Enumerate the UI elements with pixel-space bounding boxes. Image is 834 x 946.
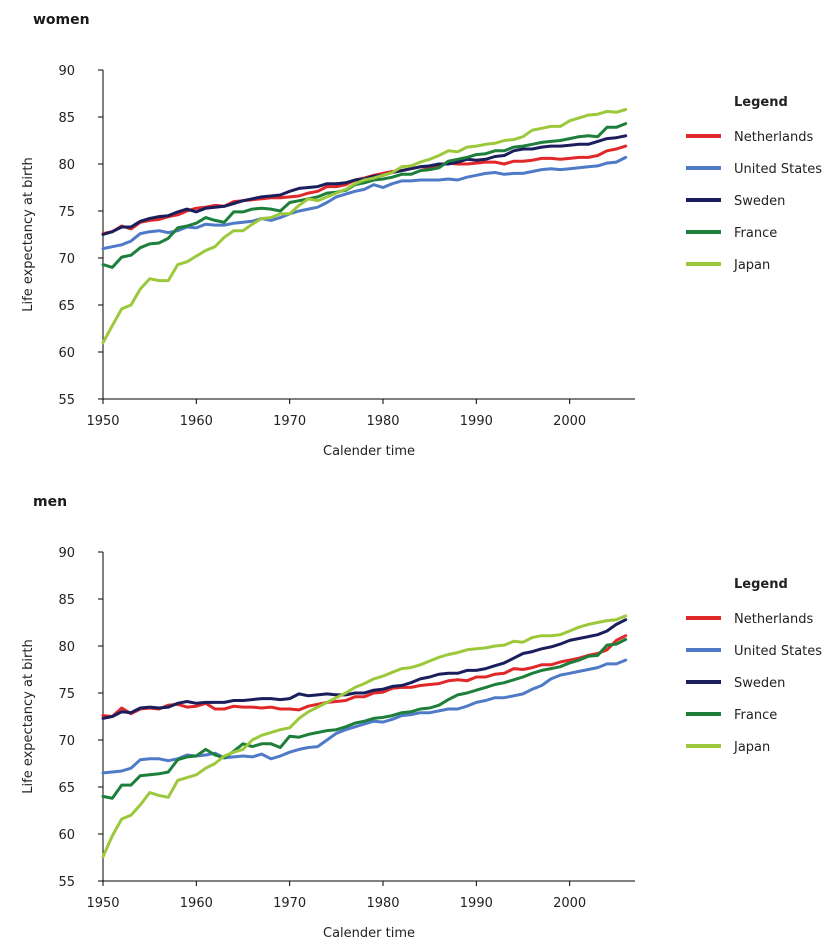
y-tick-label: 85 <box>58 111 75 126</box>
x-tick-label: 1990 <box>460 414 493 429</box>
x-tick-label: 1990 <box>460 896 493 911</box>
y-tick-label: 90 <box>58 546 75 561</box>
chart-title-women: women <box>33 12 90 28</box>
men-chart-svg: 55 60 65 70 75 80 85 90 1950 1960 1970 1980 1990 2000… <box>21 546 822 941</box>
men-chart-panel: men 55 60 65 70 75 80 85 90 1950 1960 1970 1980 1990… <box>0 482 834 946</box>
x-axis-title: Calender time <box>323 926 415 941</box>
legend-label-united-states: United States <box>734 644 822 659</box>
women-chart-svg: 55 60 65 70 75 80 85 90 1950 1960 1970 1980 1990 2000… <box>21 64 822 459</box>
legend-label-japan: Japan <box>733 740 770 755</box>
x-tick-label: 1980 <box>366 896 399 911</box>
series-line-sweden <box>101 134 628 236</box>
series-line-united-states <box>101 155 628 251</box>
y-tick-label: 70 <box>58 252 75 267</box>
legend-label-france: France <box>734 708 777 723</box>
y-tick-label: 85 <box>58 593 75 608</box>
series-line-japan <box>101 614 628 859</box>
series-line-sweden <box>101 618 628 720</box>
legend-label-netherlands: Netherlands <box>734 612 813 627</box>
x-tick-label: 2000 <box>553 896 586 911</box>
y-tick-label: 65 <box>58 781 75 796</box>
x-tick-label: 1960 <box>180 896 213 911</box>
x-tick-label: 1950 <box>86 896 119 911</box>
y-tick-label: 70 <box>58 734 75 749</box>
y-tick-label: 75 <box>58 687 75 702</box>
legend-title: Legend <box>734 95 788 110</box>
y-tick-label: 60 <box>58 828 75 843</box>
legend-label-sweden: Sweden <box>734 676 785 691</box>
x-tick-label: 1960 <box>180 414 213 429</box>
legend-label-japan: Japan <box>733 258 770 273</box>
chart-title-men: men <box>33 494 68 510</box>
y-tick-label: 90 <box>58 64 75 79</box>
y-tick-label: 60 <box>58 346 75 361</box>
y-tick-label: 55 <box>58 875 75 890</box>
legend-label-netherlands: Netherlands <box>734 130 813 145</box>
x-tick-label: 1950 <box>86 414 119 429</box>
series-line-france <box>101 637 628 800</box>
legend-title: Legend <box>734 577 788 592</box>
y-tick-label: 65 <box>58 299 75 314</box>
series-line-netherlands <box>101 634 628 718</box>
y-tick-label: 75 <box>58 205 75 220</box>
x-tick-label: 1980 <box>366 414 399 429</box>
x-tick-label: 1970 <box>273 896 306 911</box>
y-tick-label: 55 <box>58 393 75 408</box>
x-tick-label: 1970 <box>273 414 306 429</box>
women-chart-panel: women 55 60 65 70 75 80 85 90 1950 1960 1970 1980 19… <box>0 0 834 470</box>
legend-label-united-states: United States <box>734 162 822 177</box>
y-tick-label: 80 <box>58 158 75 173</box>
series-line-united-states <box>101 658 628 775</box>
legend-label-sweden: Sweden <box>734 194 785 209</box>
y-axis-title: Life expectancy at birth <box>21 639 36 793</box>
legend-label-france: France <box>734 226 777 241</box>
x-tick-label: 2000 <box>553 414 586 429</box>
series-line-japan <box>101 108 628 345</box>
series-line-france <box>101 122 628 269</box>
x-axis-title: Calender time <box>323 444 415 459</box>
y-tick-label: 80 <box>58 640 75 655</box>
y-axis-title: Life expectancy at birth <box>21 157 36 311</box>
